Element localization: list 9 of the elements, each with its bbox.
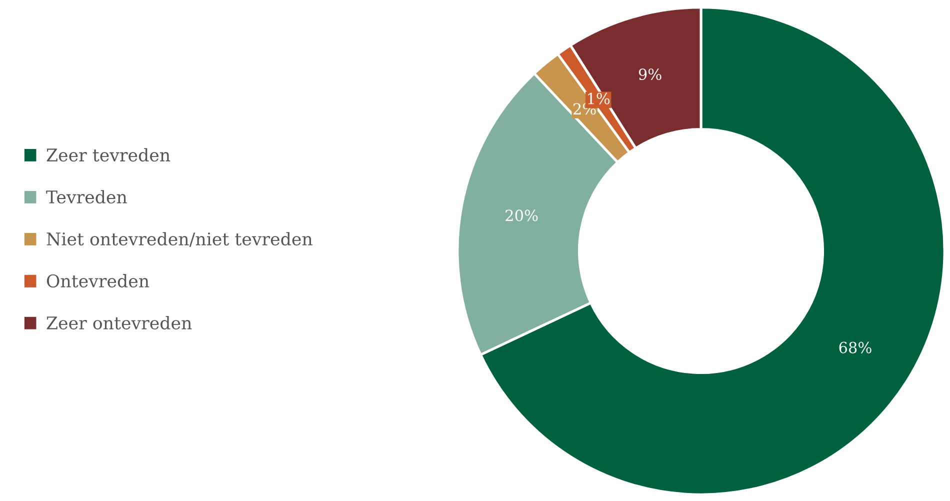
legend-label: Zeer ontevreden: [46, 316, 192, 330]
legend-label: Ontevreden: [46, 274, 150, 288]
data-label: 20%: [506, 210, 538, 222]
legend-label: Zeer tevreden: [46, 148, 170, 162]
data-label: 9%: [638, 68, 662, 80]
data-label: 1%: [588, 92, 610, 104]
legend-label: Tevreden: [46, 190, 127, 204]
legend-label: Niet ontevreden/niet tevreden: [46, 232, 312, 247]
data-label: 68%: [839, 342, 872, 354]
